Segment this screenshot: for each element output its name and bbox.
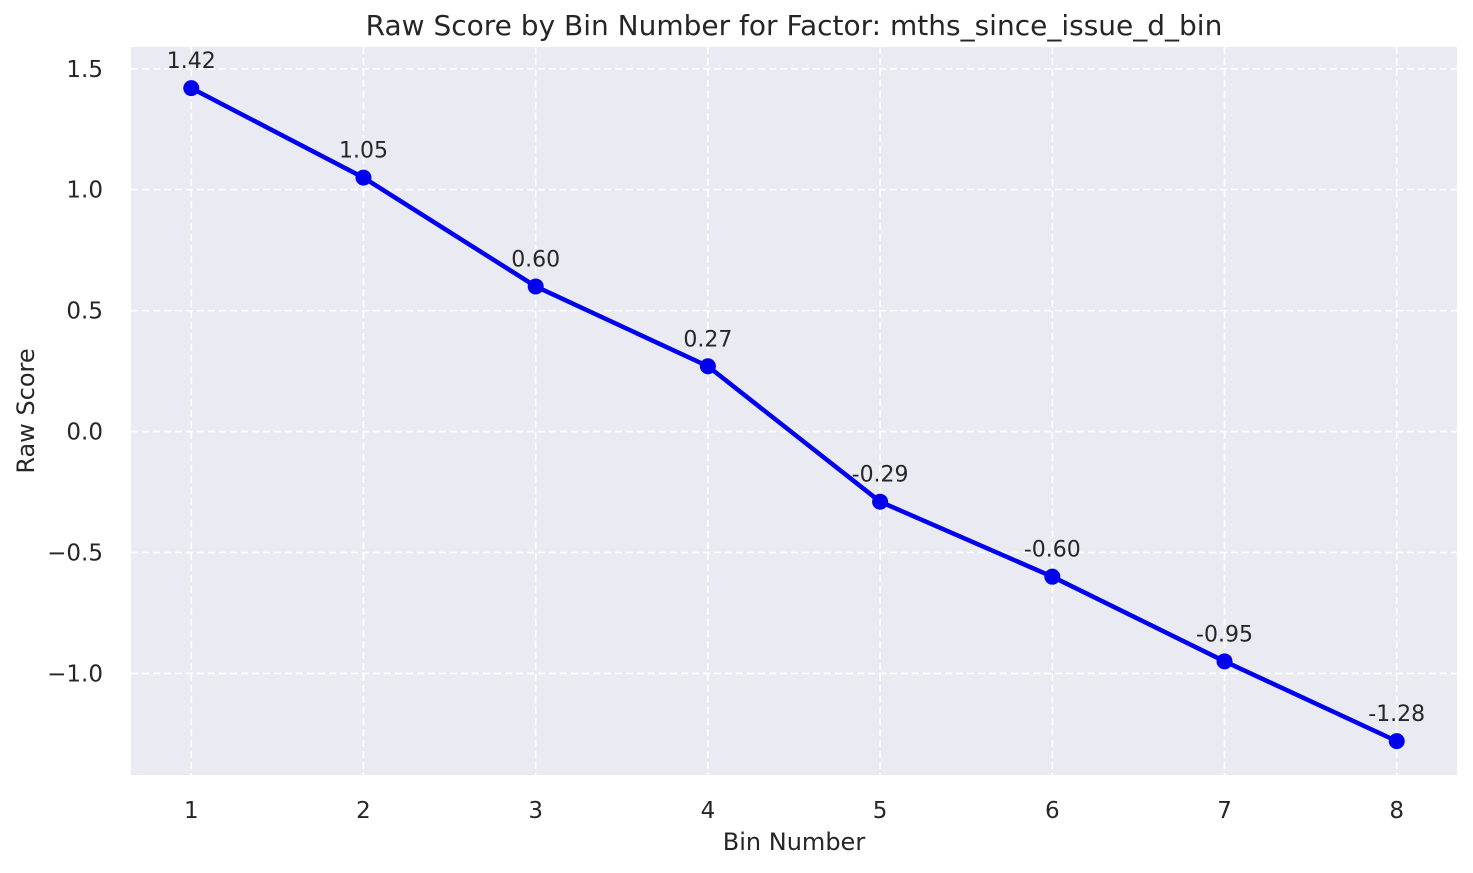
data-point-marker xyxy=(1216,653,1233,670)
data-point-marker xyxy=(355,169,372,186)
data-point-marker xyxy=(872,493,889,510)
data-point-label: 0.60 xyxy=(511,247,560,272)
x-tick-label: 4 xyxy=(701,798,716,824)
chart-title: Raw Score by Bin Number for Factor: mths… xyxy=(365,9,1223,42)
x-tick-label: 3 xyxy=(528,798,543,824)
data-point-marker xyxy=(1044,568,1061,585)
plot-area xyxy=(131,47,1457,775)
y-axis-label: Raw Score xyxy=(12,348,40,474)
data-point-label: -0.29 xyxy=(852,463,909,488)
data-point-label: -1.28 xyxy=(1368,702,1425,727)
data-point-marker xyxy=(699,358,716,375)
y-tick-label: 1.0 xyxy=(66,178,103,204)
data-point-marker xyxy=(527,278,544,295)
x-tick-label: 7 xyxy=(1217,798,1232,824)
data-line xyxy=(189,85,1399,744)
y-tick-label: −0.5 xyxy=(47,540,103,566)
data-point-marker xyxy=(1388,733,1405,750)
data-point-label: -0.60 xyxy=(1024,538,1081,563)
x-tick-label: 1 xyxy=(184,798,199,824)
x-tick-label: 8 xyxy=(1389,798,1404,824)
data-point-label: 1.05 xyxy=(339,139,388,164)
y-tick-label: 0.5 xyxy=(66,299,103,325)
x-tick-label: 6 xyxy=(1045,798,1060,824)
data-point-label: -0.95 xyxy=(1196,622,1253,647)
data-point-label: 1.42 xyxy=(167,49,216,74)
x-tick-label: 2 xyxy=(356,798,371,824)
data-point-marker xyxy=(183,80,200,97)
data-point-label: 0.27 xyxy=(683,327,732,352)
x-axis-label: Bin Number xyxy=(722,828,866,856)
x-tick-label: 5 xyxy=(873,798,888,824)
y-tick-label: 1.5 xyxy=(66,57,103,83)
y-tick-label: 0.0 xyxy=(66,420,103,446)
y-tick-label: −1.0 xyxy=(47,661,103,687)
